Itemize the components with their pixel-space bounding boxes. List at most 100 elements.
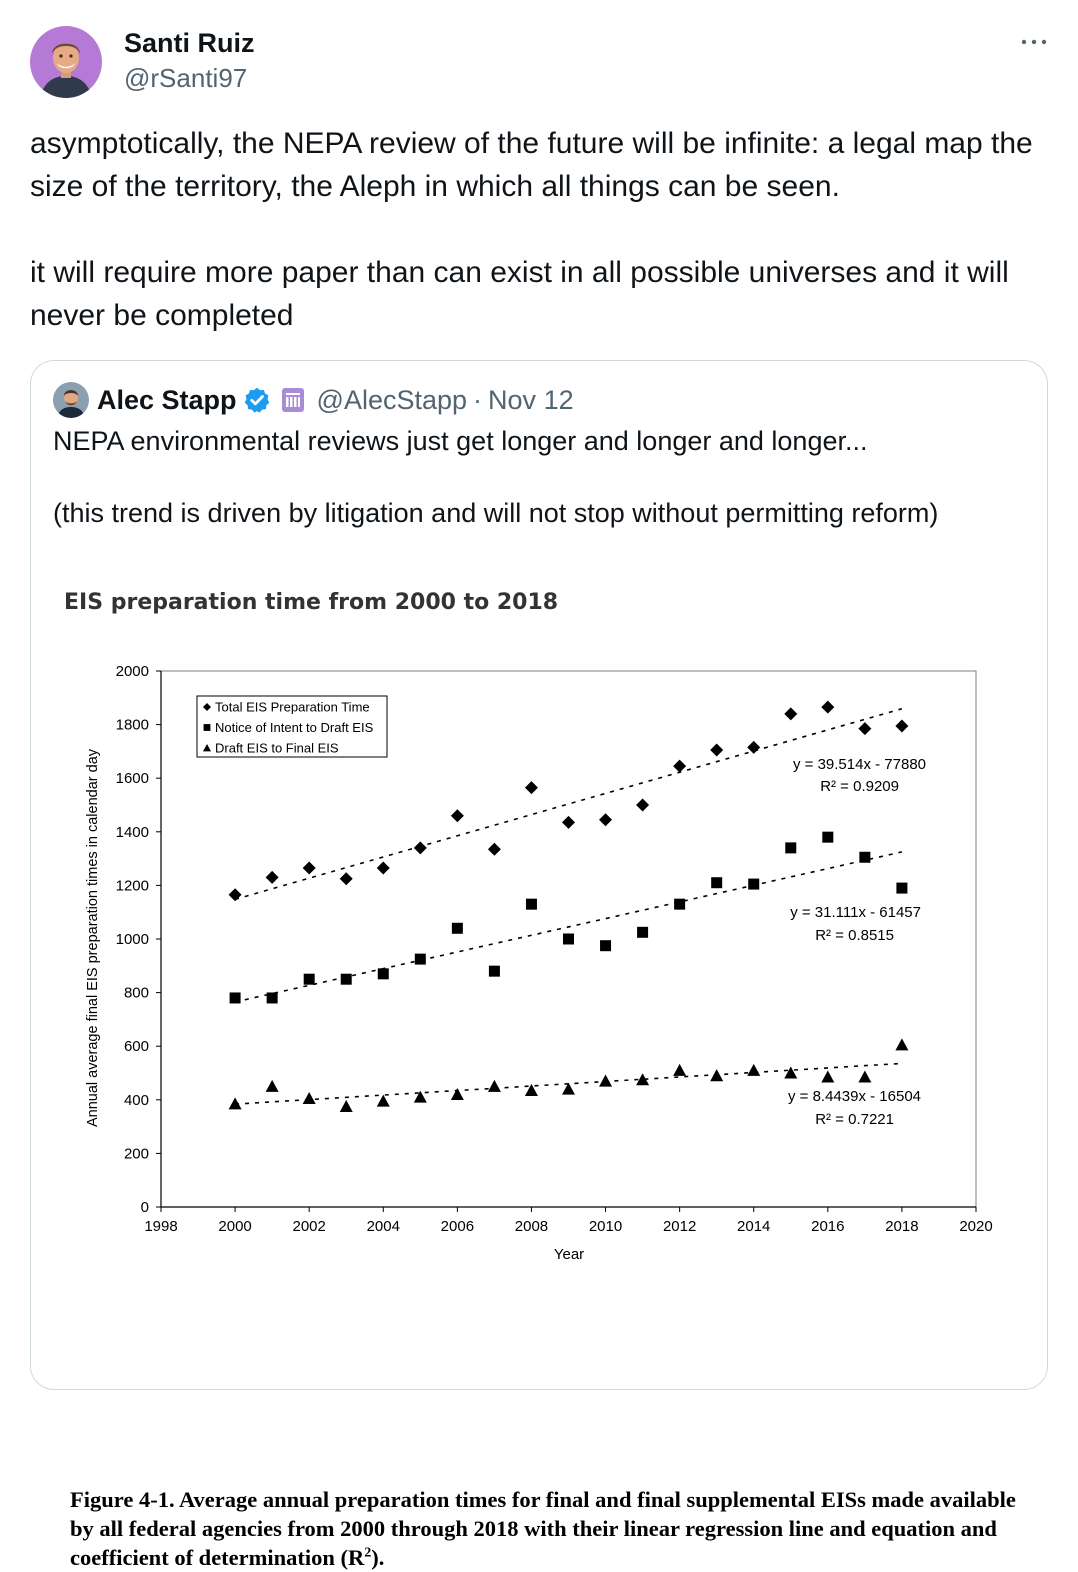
trendline-equation: y = 31.111x - 61457 bbox=[790, 904, 921, 921]
legend-marker-triangle bbox=[202, 743, 212, 752]
data-point-triangle bbox=[673, 1063, 687, 1076]
caption-end: ). bbox=[371, 1545, 385, 1570]
chart-image[interactable]: EIS preparation time from 2000 to 2018 0… bbox=[31, 571, 1047, 1570]
quoted-author-avatar[interactable] bbox=[53, 382, 89, 418]
tweet-author: Santi Ruiz @rSanti97 bbox=[124, 27, 255, 94]
x-tick-label: 2002 bbox=[292, 1218, 325, 1235]
data-point-square bbox=[896, 882, 908, 894]
y-tick-label: 600 bbox=[124, 1038, 149, 1055]
y-tick-label: 200 bbox=[124, 1145, 149, 1162]
data-point-triangle bbox=[599, 1074, 613, 1087]
data-point-diamond bbox=[599, 813, 613, 827]
data-point-triangle bbox=[895, 1038, 909, 1051]
data-point-triangle bbox=[747, 1063, 761, 1076]
x-tick-label: 2016 bbox=[811, 1218, 844, 1235]
author-handle[interactable]: @rSanti97 bbox=[124, 63, 248, 93]
data-point-triangle bbox=[562, 1082, 575, 1095]
data-point-square bbox=[266, 992, 278, 1004]
data-point-square bbox=[748, 878, 760, 890]
x-tick-label: 2008 bbox=[515, 1218, 548, 1235]
quoted-author-handle[interactable]: @AlecStapp bbox=[316, 384, 468, 415]
data-point-square bbox=[859, 851, 871, 863]
x-tick-label: 2004 bbox=[367, 1218, 400, 1235]
data-point-square bbox=[637, 926, 649, 938]
caption-superscript: 2 bbox=[364, 1545, 372, 1561]
data-point-diamond bbox=[450, 809, 464, 823]
trendline-triangle bbox=[235, 1062, 902, 1105]
data-point-square bbox=[600, 940, 612, 952]
data-point-triangle bbox=[228, 1097, 242, 1110]
tweet-paragraph: asymptotically, the NEPA review of the f… bbox=[30, 127, 1033, 203]
data-point-diamond bbox=[821, 700, 835, 714]
trendline-equation: y = 39.514x - 77880 bbox=[793, 756, 926, 773]
data-point-diamond bbox=[895, 719, 909, 733]
tweet-text: asymptotically, the NEPA review of the f… bbox=[30, 122, 1050, 337]
data-point-triangle bbox=[339, 1100, 353, 1113]
y-tick-label: 400 bbox=[124, 1092, 149, 1109]
data-point-diamond bbox=[673, 759, 687, 773]
legend-box bbox=[196, 695, 388, 758]
quoted-tweet-date[interactable]: Nov 12 bbox=[488, 384, 574, 415]
x-tick-label: 2000 bbox=[218, 1218, 251, 1235]
legend-label: Notice of Intent to Draft EIS bbox=[215, 720, 374, 735]
author-avatar[interactable] bbox=[30, 26, 102, 98]
data-point-triangle bbox=[784, 1066, 798, 1079]
data-point-diamond bbox=[562, 815, 575, 829]
caption-text: Figure 4-1. Average annual preparation t… bbox=[70, 1487, 1016, 1570]
trendline-square bbox=[234, 851, 903, 1003]
data-point-triangle bbox=[302, 1091, 316, 1104]
data-point-diamond bbox=[265, 870, 279, 884]
data-point-triangle bbox=[450, 1087, 464, 1100]
legend-label: Draft EIS to Final EIS bbox=[215, 741, 339, 756]
y-tick-label: 1200 bbox=[116, 877, 149, 894]
x-tick-label: 2020 bbox=[959, 1218, 992, 1235]
data-point-diamond bbox=[636, 798, 650, 812]
figure-caption: Figure 4-1. Average annual preparation t… bbox=[70, 1485, 1020, 1572]
data-point-square bbox=[785, 842, 797, 854]
quoted-author-name[interactable]: Alec Stapp bbox=[97, 384, 237, 415]
data-point-diamond bbox=[376, 861, 390, 875]
data-point-square bbox=[488, 965, 500, 977]
legend-label: Total EIS Preparation Time bbox=[215, 700, 370, 715]
quoted-tweet-text: NEPA environmental reviews just get long… bbox=[53, 423, 1033, 531]
data-point-square bbox=[711, 877, 723, 889]
data-point-diamond bbox=[302, 861, 316, 875]
data-point-diamond bbox=[339, 872, 353, 886]
tweet-paragraph: it will require more paper than can exis… bbox=[30, 256, 1009, 332]
data-point-diamond bbox=[413, 841, 427, 855]
legend-marker-square bbox=[203, 724, 211, 731]
quoted-tweet-paragraph: (this trend is driven by litigation and … bbox=[53, 498, 939, 528]
eis-chart: EIS preparation time from 2000 to 2018 0… bbox=[64, 590, 993, 1263]
data-point-triangle bbox=[636, 1073, 650, 1086]
data-point-square bbox=[563, 933, 574, 945]
quoted-tweet-header: Alec Stapp @AlecStapp · Nov 12 bbox=[53, 382, 574, 418]
data-point-diamond bbox=[487, 842, 501, 856]
author-name[interactable]: Santi Ruiz bbox=[124, 28, 255, 58]
data-point-square bbox=[340, 973, 352, 985]
more-horizontal-icon[interactable] bbox=[1016, 30, 1052, 54]
meta-separator: · bbox=[473, 384, 483, 415]
data-point-square bbox=[451, 922, 463, 934]
x-tick-label: 2010 bbox=[589, 1218, 622, 1235]
data-point-square bbox=[674, 898, 686, 910]
x-tick-label: 2012 bbox=[663, 1218, 696, 1235]
data-point-square bbox=[303, 973, 315, 985]
x-tick-label: 2018 bbox=[885, 1218, 918, 1235]
chart-title: EIS preparation time from 2000 to 2018 bbox=[64, 590, 558, 615]
data-point-square bbox=[525, 898, 537, 910]
y-axis-label: Annual average final EIS preparation tim… bbox=[85, 748, 101, 1127]
data-point-diamond bbox=[524, 781, 538, 795]
r-squared-label: R² = 0.7221 bbox=[815, 1111, 894, 1128]
y-tick-label: 1000 bbox=[116, 931, 149, 948]
y-tick-label: 0 bbox=[141, 1199, 149, 1216]
trendline-equation: y = 8.4439x - 16504 bbox=[788, 1088, 921, 1105]
data-point-diamond bbox=[228, 888, 242, 902]
y-tick-label: 800 bbox=[124, 985, 149, 1002]
x-tick-label: 1998 bbox=[144, 1218, 177, 1235]
data-point-triangle bbox=[413, 1090, 427, 1103]
quoted-tweet-card[interactable]: Alec Stapp @AlecStapp · Nov 12 NEPA envi… bbox=[30, 360, 1048, 1570]
data-point-diamond bbox=[858, 722, 872, 736]
verified-badge-icon bbox=[244, 387, 269, 413]
x-tick-label: 2014 bbox=[737, 1218, 770, 1235]
data-point-square bbox=[822, 831, 834, 843]
